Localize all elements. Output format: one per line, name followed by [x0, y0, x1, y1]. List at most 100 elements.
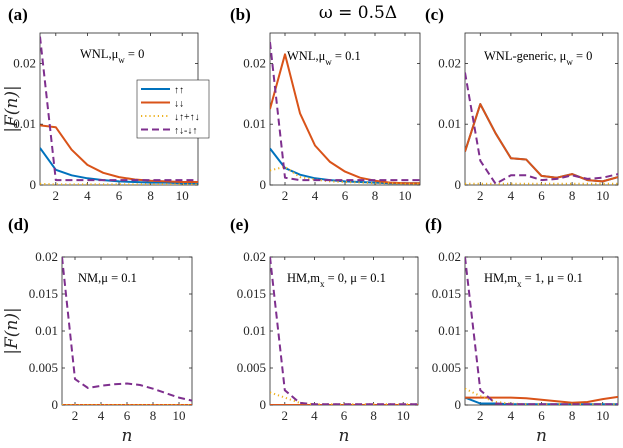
panel-annotation: NM,μ = 0.1: [78, 271, 137, 285]
series-line-mixed_sum: [465, 387, 618, 405]
x-tick-label: 10: [397, 408, 410, 423]
y-tick-label: 0.005: [237, 360, 266, 375]
y-tick-label: 0.02: [243, 249, 266, 264]
panel-letter: (d): [8, 215, 29, 234]
y-tick-label: 0.01: [13, 116, 36, 131]
y-tick-label: 0: [30, 177, 37, 192]
panel-letter: (c): [425, 5, 444, 24]
series-line-mixed_diff: [62, 257, 192, 402]
series-line-mixed_sum: [270, 391, 418, 405]
y-tick-label: 0.01: [243, 323, 266, 338]
y-tick-label: 0.01: [243, 116, 266, 131]
panel-annotation: HM,mx = 0, μ = 0.1: [287, 271, 386, 289]
x-tick-label: 10: [173, 408, 186, 423]
panel-annotation: WNL,μw = 0.1: [287, 49, 361, 67]
series-line-mixed_diff: [270, 257, 418, 405]
y-tick-label: 0.015: [432, 286, 461, 301]
series-line-mixed_diff: [465, 72, 618, 185]
plot-frame: [61, 256, 193, 406]
series-line-mixed_diff: [270, 41, 420, 182]
y-tick-label: 0.015: [29, 286, 58, 301]
x-tick-label: 6: [342, 188, 349, 203]
x-tick-label: 8: [150, 408, 157, 423]
y-tick-label: 0.02: [35, 249, 58, 264]
figure-title: ω = 0.5Δ: [319, 3, 397, 23]
x-tick-label: 10: [596, 188, 609, 203]
y-tick-label: 0.02: [13, 55, 36, 70]
y-tick-label: 0: [455, 397, 462, 412]
x-tick-label: 4: [508, 408, 515, 423]
x-tick-label: 4: [311, 408, 318, 423]
x-tick-label: 6: [124, 408, 131, 423]
series-line-mixed_sum: [40, 182, 198, 185]
y-tick-label: 0.02: [243, 55, 266, 70]
series-line-downdown: [465, 395, 618, 404]
x-tick-label: 8: [569, 188, 576, 203]
panel-letter: (e): [230, 215, 249, 234]
x-tick-label: 6: [116, 188, 123, 203]
y-axis-label: |F(n)|: [2, 85, 22, 132]
x-tick-label: 8: [569, 408, 576, 423]
x-tick-label: 2: [282, 408, 289, 423]
series-line-downdown: [270, 53, 420, 185]
series-line-mixed_diff: [40, 36, 198, 182]
y-tick-label: 0.02: [438, 249, 461, 264]
series-line-upup: [40, 147, 198, 185]
y-tick-label: 0.01: [438, 116, 461, 131]
x-axis-label: n: [339, 426, 350, 446]
series-line-downdown: [465, 103, 618, 183]
x-tick-label: 8: [372, 188, 379, 203]
x-tick-label: 4: [98, 408, 105, 423]
legend-label: ↑↑: [174, 85, 184, 96]
legend-label: ↓↓: [174, 99, 184, 110]
plot-frame: [464, 32, 619, 186]
legend: ↑↑ ↓↓ ↓↑+↑↓ ↑↓-↓↑: [136, 79, 210, 139]
x-tick-label: 4: [312, 188, 319, 203]
x-tick-label: 6: [538, 188, 545, 203]
panel-annotation: WNL,μw = 0: [80, 47, 144, 65]
legend-label: ↑↓-↓↑: [174, 126, 197, 137]
x-tick-label: 2: [72, 408, 79, 423]
legend-label: ↓↑+↑↓: [174, 112, 200, 123]
x-tick-label: 2: [477, 188, 484, 203]
chart-panel: 2 4 6 8 10 0 0.01 0.02 (b) WNL,μw = 0.1: [230, 5, 421, 203]
panel-letter: (a): [8, 5, 28, 24]
y-tick-label: 0.015: [237, 286, 266, 301]
chart-panel: 2 4 6 8 10 0 0.005 0.01 0.015 0.02 (e) HM,mx = 0, μ…: [230, 215, 419, 446]
x-tick-label: 6: [341, 408, 348, 423]
x-tick-label: 10: [176, 188, 189, 203]
series-line-mixed_diff: [465, 257, 618, 405]
y-tick-label: 0: [52, 397, 59, 412]
plot-frame: [269, 32, 421, 186]
x-tick-label: 4: [84, 188, 91, 203]
y-axis-label: |F(n)|: [2, 307, 22, 354]
y-tick-label: 0: [455, 177, 462, 192]
y-tick-label: 0.005: [432, 360, 461, 375]
y-tick-label: 0.01: [35, 323, 58, 338]
y-tick-label: 0.01: [438, 323, 461, 338]
panel-annotation: WNL-generic, μw = 0: [484, 49, 592, 67]
x-tick-label: 8: [370, 408, 377, 423]
chart-panel: 2 4 6 8 10 0 0.005 0.01 0.015 0.02 (f) HM,mx = 1, μ…: [425, 215, 619, 446]
y-tick-label: 0: [260, 397, 267, 412]
panel-letter: (b): [230, 5, 251, 24]
y-tick-label: 0.005: [29, 360, 58, 375]
y-tick-label: 0.02: [438, 55, 461, 70]
x-tick-label: 2: [282, 188, 289, 203]
panel-letter: (f): [425, 215, 442, 234]
x-axis-label: n: [122, 426, 133, 446]
x-tick-label: 8: [147, 188, 154, 203]
chart-panel: 2 4 6 8 10 0 0.005 0.01 0.015 0.02 (d) NM,μ = 0.1 n |…: [2, 215, 193, 446]
series-line-downdown: [40, 124, 198, 183]
x-tick-label: 6: [538, 408, 545, 423]
x-tick-label: 10: [596, 408, 609, 423]
x-tick-label: 10: [399, 188, 412, 203]
x-tick-label: 4: [508, 188, 515, 203]
x-tick-label: 2: [477, 408, 484, 423]
x-axis-label: n: [536, 426, 547, 446]
y-tick-label: 0: [260, 177, 267, 192]
x-tick-label: 2: [53, 188, 60, 203]
chart-panel: 2 4 6 8 10 0 0.01 0.02 (c) WNL-generic, μw = 0: [425, 5, 619, 203]
panel-annotation: HM,mx = 1, μ = 0.1: [484, 271, 583, 289]
